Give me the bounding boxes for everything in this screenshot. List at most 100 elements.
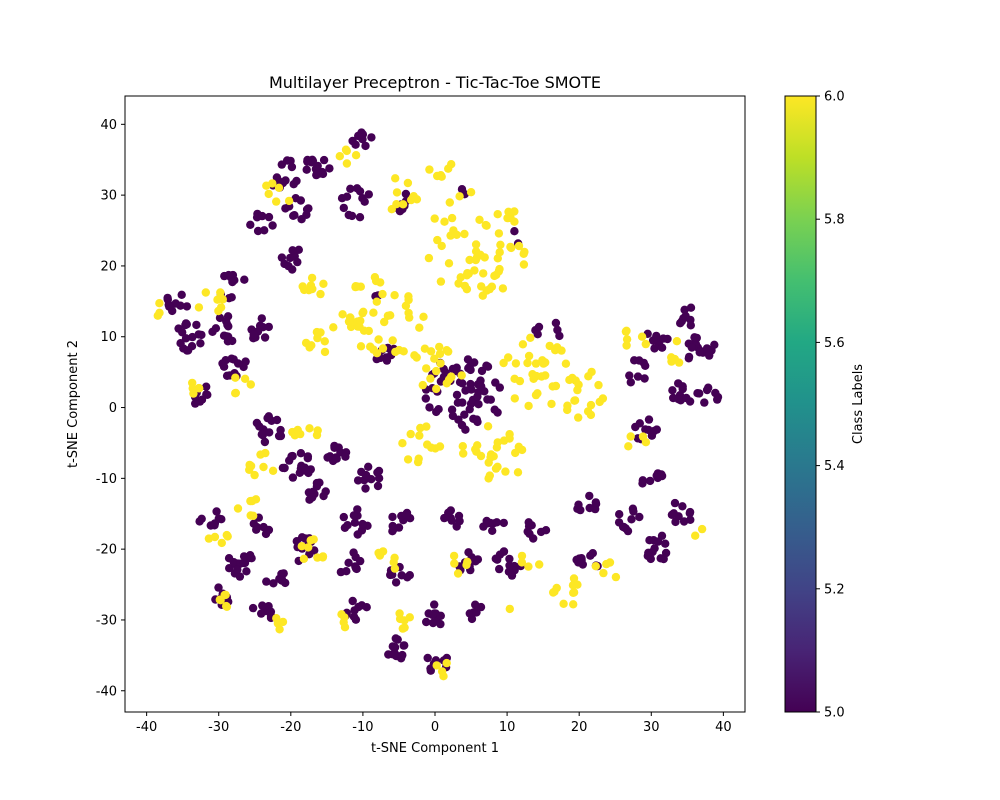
point-class-6: [390, 553, 399, 562]
point-class-5: [627, 515, 636, 524]
point-class-6: [517, 445, 527, 455]
point-class-6: [494, 229, 504, 238]
point-class-5: [702, 385, 712, 395]
point-class-6: [262, 181, 271, 190]
point-class-5: [553, 325, 562, 335]
point-class-5: [301, 466, 310, 475]
point-class-6: [264, 189, 273, 199]
point-class-5: [255, 321, 265, 330]
point-class-6: [493, 254, 502, 263]
point-class-6: [485, 471, 494, 480]
point-class-5: [181, 334, 191, 343]
point-class-6: [586, 400, 596, 410]
point-class-5: [188, 332, 197, 342]
point-class-6: [245, 460, 254, 470]
point-class-5: [425, 403, 434, 412]
colorbar-tick-label: 6.0: [824, 90, 845, 105]
point-class-6: [374, 335, 383, 344]
point-class-5: [619, 522, 629, 532]
point-class-5: [686, 321, 695, 330]
point-class-5: [212, 507, 221, 516]
y-tick-label: -40: [96, 684, 117, 699]
point-class-5: [196, 339, 205, 348]
point-class-5: [183, 346, 193, 355]
point-class-5: [262, 577, 271, 586]
point-class-6: [455, 192, 464, 201]
point-class-5: [466, 365, 475, 375]
point-class-6: [523, 358, 532, 368]
point-class-5: [239, 558, 249, 568]
chart-title: Multilayer Preceptron - Tic-Tac-Toe SMOT…: [269, 73, 601, 92]
point-class-5: [390, 649, 400, 659]
point-class-5: [263, 413, 272, 423]
point-class-6: [406, 429, 415, 439]
point-class-5: [391, 578, 401, 587]
point-class-6: [378, 289, 387, 299]
point-class-5: [422, 617, 431, 627]
point-class-5: [574, 500, 583, 509]
point-class-5: [233, 359, 243, 368]
point-class-5: [483, 519, 492, 528]
point-class-5: [667, 510, 677, 519]
point-class-5: [440, 513, 449, 523]
point-class-5: [432, 407, 441, 417]
colorbar-label: Class Labels: [851, 364, 866, 444]
point-class-5: [457, 420, 467, 430]
point-class-6: [153, 311, 162, 320]
point-class-5: [541, 526, 551, 535]
point-class-6: [231, 388, 240, 398]
point-class-5: [287, 162, 297, 172]
point-class-5: [211, 324, 221, 333]
point-class-6: [338, 310, 347, 319]
point-class-5: [626, 378, 635, 387]
point-class-6: [432, 366, 441, 376]
point-class-5: [493, 408, 502, 417]
point-class-6: [552, 583, 561, 593]
point-class-6: [444, 347, 453, 356]
point-class-5: [551, 318, 561, 328]
point-class-5: [349, 511, 359, 520]
point-class-6: [274, 183, 284, 192]
point-class-5: [292, 176, 301, 186]
point-class-6: [482, 221, 491, 230]
colorbar-tick-label: 5.0: [824, 706, 845, 721]
point-class-6: [622, 341, 631, 350]
point-class-5: [277, 160, 286, 169]
point-class-5: [346, 184, 355, 193]
point-class-5: [303, 155, 312, 165]
point-class-6: [637, 332, 647, 341]
point-class-6: [424, 253, 434, 263]
point-class-6: [422, 364, 431, 373]
point-class-5: [680, 305, 689, 314]
point-class-6: [563, 405, 572, 415]
point-class-6: [399, 347, 408, 356]
point-class-6: [573, 385, 582, 395]
point-class-5: [260, 437, 270, 447]
x-tick-label: 30: [643, 720, 660, 735]
point-class-6: [405, 313, 414, 322]
point-class-5: [686, 303, 696, 312]
point-class-5: [355, 213, 365, 222]
point-class-5: [272, 173, 282, 182]
point-class-6: [341, 145, 351, 154]
point-class-6: [531, 359, 541, 368]
point-class-6: [356, 342, 366, 351]
point-class-6: [524, 351, 534, 361]
point-class-5: [257, 609, 266, 618]
point-class-5: [224, 294, 234, 303]
point-class-6: [586, 410, 596, 420]
point-class-5: [674, 379, 683, 388]
point-class-6: [483, 422, 493, 431]
point-class-6: [344, 317, 354, 326]
point-class-5: [488, 526, 497, 535]
point-class-6: [471, 240, 481, 249]
point-class-5: [436, 611, 445, 620]
point-class-5: [249, 330, 258, 339]
point-class-5: [463, 355, 473, 364]
point-class-5: [288, 246, 297, 255]
point-class-6: [256, 450, 265, 459]
point-class-5: [191, 399, 200, 408]
point-class-5: [357, 467, 366, 477]
point-class-5: [656, 554, 665, 563]
point-class-6: [570, 396, 580, 405]
